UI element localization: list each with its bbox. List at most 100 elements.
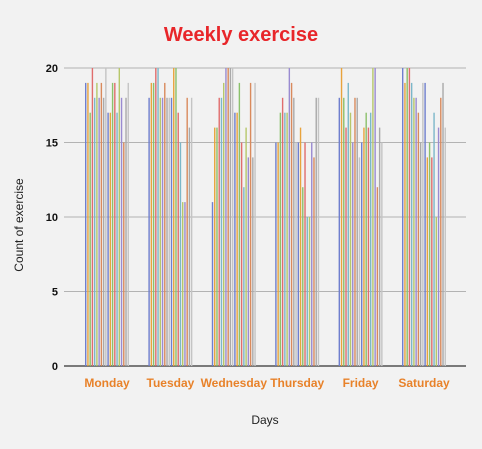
bar [317, 97, 320, 367]
bar [98, 97, 100, 367]
category-label: Monday [84, 376, 130, 390]
bar [170, 97, 173, 367]
bar [426, 157, 429, 366]
bar [306, 217, 308, 366]
bar [419, 142, 422, 366]
bar [164, 82, 166, 367]
category-label: Friday [343, 376, 379, 390]
bar [372, 68, 374, 366]
y-tick-label: 15 [46, 138, 58, 150]
bar [308, 217, 311, 366]
y-tick-label: 20 [46, 63, 58, 75]
bar [254, 82, 256, 367]
bar [231, 68, 234, 366]
category-label: Wednesday [201, 376, 268, 390]
bar [367, 127, 370, 366]
bar [173, 68, 175, 366]
category-label: Saturday [398, 376, 450, 390]
x-axis-label: Days [251, 413, 278, 427]
bar [347, 82, 349, 367]
y-axis-label: Count of exercise [12, 178, 26, 272]
bars-layer [85, 68, 446, 367]
bar [374, 68, 376, 366]
bar [211, 202, 214, 366]
bar [442, 82, 444, 367]
y-tick-label: 5 [52, 287, 58, 299]
bar [302, 187, 304, 366]
bar [410, 82, 413, 367]
bar [286, 112, 288, 366]
bar [415, 97, 417, 367]
bar [166, 97, 168, 367]
bar [102, 97, 105, 367]
bar [343, 97, 345, 367]
bar [227, 68, 229, 366]
bar [247, 157, 250, 366]
bar [402, 68, 404, 366]
bar [413, 97, 415, 367]
bar [111, 82, 114, 367]
bar [150, 82, 153, 367]
bar [175, 68, 177, 366]
y-tick-label: 10 [46, 212, 58, 224]
bar [168, 97, 170, 367]
bar [417, 112, 420, 366]
bar [100, 82, 103, 367]
bar [349, 112, 352, 366]
bar [218, 97, 220, 367]
bar [91, 68, 94, 366]
bar [313, 157, 315, 366]
bar [340, 68, 343, 366]
bar [311, 142, 313, 366]
bar [116, 112, 118, 366]
bar [186, 97, 188, 367]
bar [118, 68, 120, 366]
bar [179, 142, 182, 366]
bar [297, 142, 299, 366]
bar [275, 142, 277, 366]
bar [365, 112, 367, 366]
bar [433, 112, 435, 366]
bar [157, 68, 159, 366]
bar [338, 97, 340, 367]
bar [216, 127, 218, 366]
bar [408, 68, 411, 366]
bar [361, 142, 363, 366]
bar [352, 142, 354, 366]
bar [190, 97, 193, 367]
y-tick-labels: 0 5 10 15 20 [46, 63, 58, 373]
bar [107, 112, 109, 366]
category-labels: Monday Tuesday Wednesday Thursday Friday Satu… [84, 376, 450, 390]
bar [376, 187, 379, 366]
bar [155, 68, 157, 366]
bar [148, 97, 150, 367]
bar [249, 82, 252, 367]
bar [299, 127, 302, 366]
y-tick-label: 0 [52, 361, 58, 373]
bar [161, 97, 164, 367]
bar [293, 97, 295, 367]
bar [87, 82, 89, 367]
bar [304, 142, 306, 366]
bar [444, 127, 446, 366]
bar [125, 97, 127, 367]
bar [109, 112, 112, 366]
bar [406, 68, 408, 366]
bar [184, 202, 186, 366]
bar [381, 142, 383, 366]
bar [238, 82, 241, 367]
category-label: Thursday [270, 376, 324, 390]
bar [428, 142, 431, 366]
bar [358, 157, 361, 366]
bar [369, 112, 372, 366]
bar [281, 97, 284, 367]
bar [188, 127, 191, 366]
bar [214, 127, 216, 366]
bar [363, 127, 365, 366]
bar [243, 187, 245, 366]
bar [277, 142, 279, 366]
bar [245, 127, 247, 366]
bar [295, 142, 297, 366]
bar [236, 112, 238, 366]
bar [177, 112, 179, 366]
